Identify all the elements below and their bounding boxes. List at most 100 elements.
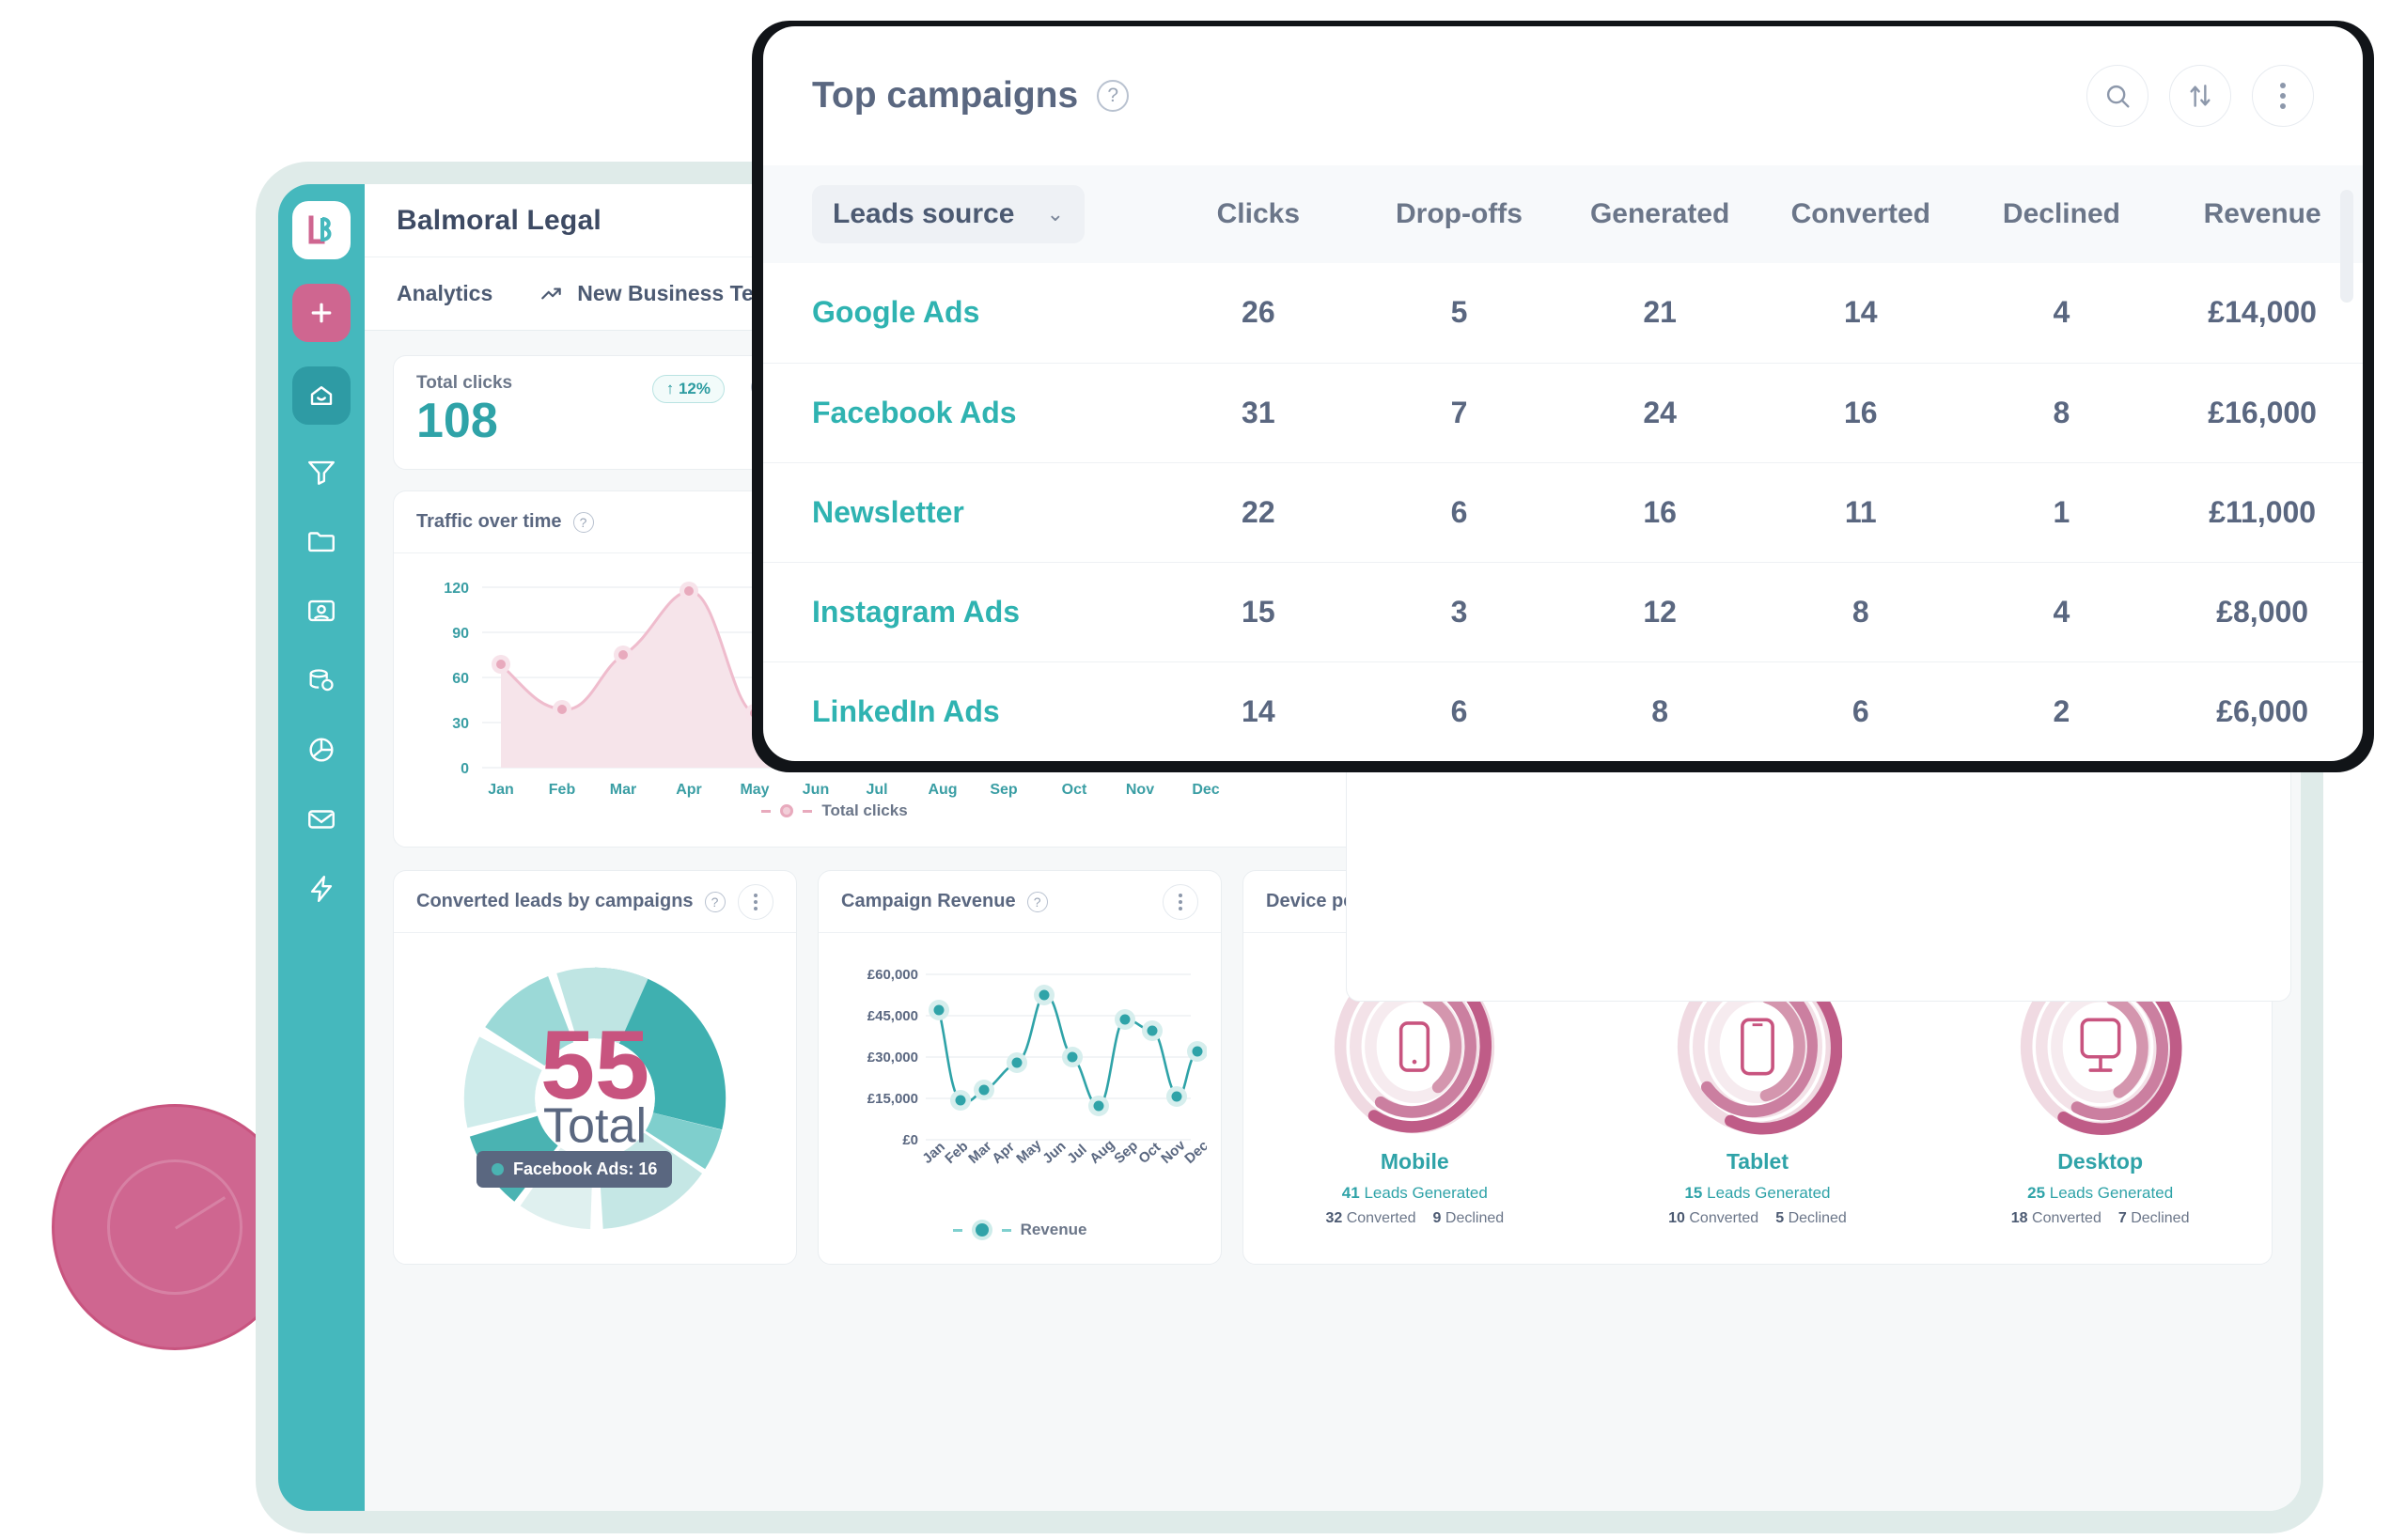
column-declined[interactable]: Declined	[2002, 198, 2120, 229]
sort-arrows-icon	[2190, 85, 2211, 107]
row-clicks: 15	[1158, 561, 1359, 661]
svg-text:120: 120	[444, 581, 469, 597]
table-row[interactable]: Instagram Ads 15 3 12 8 4 £8,000	[763, 561, 2363, 661]
campaigns-table: Leads source ⌄ Clicks Drop-offs Generate…	[763, 165, 2363, 761]
folder-icon	[308, 532, 335, 552]
more-options-button[interactable]	[2252, 65, 2314, 127]
row-dropoffs: 6	[1358, 661, 1560, 761]
sidebar-item-folders[interactable]	[292, 519, 351, 564]
envelope-icon	[308, 810, 335, 829]
sidebar-item-automations[interactable]	[292, 866, 351, 911]
row-source[interactable]: LinkedIn Ads	[763, 661, 1158, 761]
row-revenue: £11,000	[2162, 461, 2363, 562]
row-revenue: £16,000	[2162, 362, 2363, 462]
device-name: Mobile	[1380, 1149, 1449, 1174]
app-logo[interactable]	[292, 201, 351, 259]
search-icon	[2106, 85, 2130, 108]
device-declined-label: Declined	[1788, 1210, 1847, 1226]
popup-title-text: Top campaigns	[812, 75, 1079, 116]
sidebar-item-contacts[interactable]	[292, 588, 351, 633]
svg-text:May: May	[740, 782, 769, 798]
tab-analytics-label: Analytics	[397, 281, 493, 305]
popup-table-scroll[interactable]: Leads source ⌄ Clicks Drop-offs Generate…	[763, 165, 2363, 761]
leads-source-select[interactable]: Leads source ⌄	[812, 185, 1085, 243]
kebab-menu-icon[interactable]	[738, 883, 773, 920]
contact-card-icon	[308, 599, 335, 622]
sidebar-item-database[interactable]	[292, 658, 351, 703]
help-icon[interactable]: ?	[572, 511, 594, 533]
table-row[interactable]: Google Ads 26 5 21 14 4 £14,000	[763, 263, 2363, 363]
card-title: Converted leads by campaigns ?	[416, 891, 726, 912]
search-button[interactable]	[2086, 65, 2148, 127]
card-title-text: Converted leads by campaigns	[416, 891, 694, 911]
plus-icon	[311, 303, 332, 323]
column-converted[interactable]: Converted	[1790, 198, 1930, 229]
device-converted-label: Converted	[1689, 1210, 1759, 1226]
svg-text:0: 0	[461, 761, 469, 777]
device-converted-value: 18	[2010, 1210, 2028, 1226]
campaigns-table-body: Google Ads 26 5 21 14 4 £14,000 Facebook…	[763, 263, 2363, 761]
sidebar-item-reports[interactable]	[292, 727, 351, 772]
card-title-text: Traffic over time	[416, 511, 562, 532]
device-breakdown: 10 Converted 5 Declined	[1668, 1210, 1847, 1227]
sidebar-item-add[interactable]	[292, 284, 351, 342]
table-row[interactable]: Newsletter 22 6 16 11 1 £11,000	[763, 461, 2363, 562]
column-generated[interactable]: Generated	[1589, 198, 1730, 229]
sidebar-item-filter[interactable]	[292, 449, 351, 494]
column-dropoffs[interactable]: Drop-offs	[1395, 198, 1523, 229]
column-revenue[interactable]: Revenue	[2203, 198, 2321, 229]
sort-button[interactable]	[2169, 65, 2231, 127]
column-clicks[interactable]: Clicks	[1216, 198, 1301, 229]
row-source[interactable]: Instagram Ads	[763, 561, 1158, 661]
table-row[interactable]: LinkedIn Ads 14 6 8 6 2 £6,000	[763, 661, 2363, 761]
revenue-line-chart: £60,000 £45,000 £30,000 £15,000 £0	[867, 967, 1211, 1167]
kpi-value: 108	[416, 394, 498, 448]
kpi-label: Total clicks	[416, 373, 513, 393]
svg-text:Mar: Mar	[610, 782, 636, 798]
logo-lb-icon	[308, 215, 332, 244]
row-generated: 16	[1559, 461, 1760, 562]
device-generated-label: Leads Generated	[1364, 1184, 1488, 1202]
kebab-menu-icon[interactable]	[1163, 883, 1198, 920]
row-source[interactable]: Facebook Ads	[763, 362, 1158, 462]
svg-text:Apr: Apr	[676, 782, 702, 798]
column-leads-source[interactable]: Leads source ⌄	[763, 165, 1158, 263]
device-generated: 41 Leads Generated	[1342, 1184, 1488, 1203]
legend-dash-icon-2	[803, 809, 813, 813]
sidebar-item-mail[interactable]	[292, 797, 351, 842]
device-declined-value: 9	[1432, 1210, 1442, 1226]
tab-analytics[interactable]: Analytics	[397, 281, 492, 306]
legend-label: Total clicks	[821, 801, 908, 819]
tooltip-text: Facebook Ads: 16	[513, 1159, 658, 1178]
y-axis-labels: £60,000 £45,000 £30,000 £15,000 £0	[867, 967, 918, 1148]
device-breakdown: 18 Converted 7 Declined	[2011, 1210, 2190, 1227]
device-name: Desktop	[2057, 1149, 2143, 1174]
row-dropoffs: 7	[1358, 362, 1560, 462]
revenue-legend: Revenue	[836, 1220, 1204, 1240]
table-row[interactable]: Facebook Ads 31 7 24 16 8 £16,000	[763, 362, 2363, 462]
help-icon[interactable]: ?	[1097, 80, 1130, 112]
database-icon	[309, 669, 334, 692]
row-source[interactable]: Newsletter	[763, 461, 1158, 562]
row-source[interactable]: Google Ads	[812, 295, 980, 330]
pie-chart-icon	[309, 738, 334, 762]
help-icon[interactable]: ?	[1026, 891, 1048, 912]
row-revenue: £6,000	[2162, 661, 2363, 761]
svg-text:Feb: Feb	[549, 782, 576, 798]
leads-source-label: Leads source	[833, 198, 1015, 229]
page-title: Balmoral Legal	[397, 204, 602, 236]
device-declined-label: Declined	[2131, 1210, 2190, 1226]
device-generated: 15 Leads Generated	[1684, 1184, 1830, 1203]
svg-text:Sep: Sep	[990, 782, 1018, 798]
x-axis-labels: Jan Feb Mar Apr May Jun Jul Aug Sep	[919, 1136, 1211, 1167]
scrollbar-thumb[interactable]	[2340, 190, 2353, 303]
row-generated: 8	[1559, 661, 1760, 761]
app-sidebar	[278, 184, 365, 1511]
legend-dot-icon	[971, 1220, 992, 1240]
tab-new-business-team[interactable]: New Business Team	[539, 281, 785, 306]
svg-text:Apr: Apr	[989, 1139, 1018, 1167]
row-generated: 21	[1643, 295, 1677, 330]
help-icon[interactable]: ?	[704, 891, 726, 912]
sidebar-item-home[interactable]	[292, 366, 351, 425]
revenue-points	[929, 985, 1208, 1116]
